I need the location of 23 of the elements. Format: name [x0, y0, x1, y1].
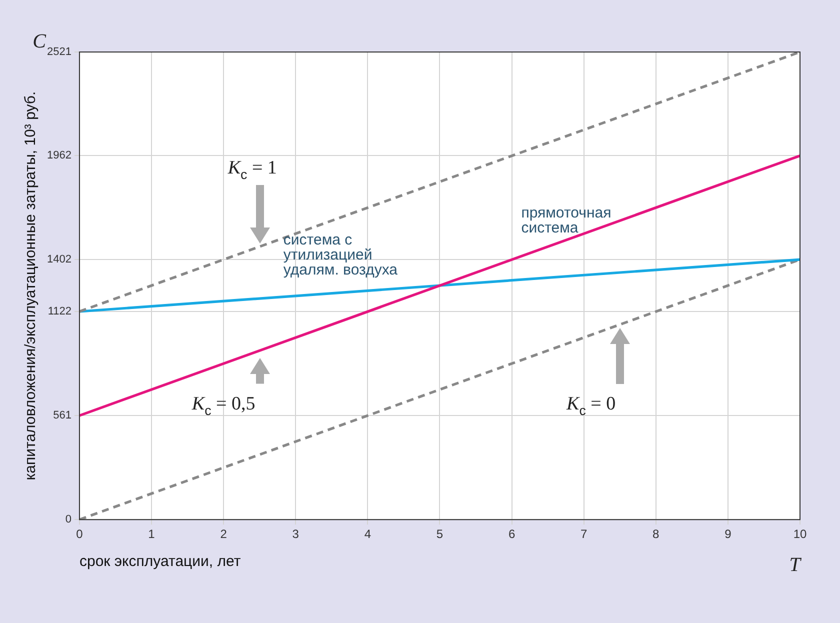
y-tick-label: 1402 [46, 254, 72, 266]
text: T [789, 554, 802, 576]
x-tick-label: 6 [508, 527, 516, 542]
text: C [32, 30, 47, 52]
x-tick-label: 7 [580, 527, 588, 542]
x-tick-label: 0 [76, 527, 84, 542]
x-tick-label: 10 [793, 527, 807, 542]
series-label: прямоточная система [521, 204, 612, 236]
x-tick-label: 4 [364, 527, 372, 542]
x-tick-label: 9 [724, 527, 732, 542]
y-axis-title: капиталовложения/эксплуатационные затраты, 10³ руб. [22, 91, 40, 480]
y-tick-label: 1962 [46, 150, 72, 162]
x-tick-label: 3 [292, 527, 300, 542]
x-tick-label: 8 [652, 527, 660, 542]
y-tick-label: 0 [65, 514, 72, 526]
x-tick-label: 1 [148, 527, 156, 542]
x-tick-label: 5 [436, 527, 444, 542]
y-tick-label: 2521 [46, 46, 72, 58]
series-label: система с утилизацией удалям. воздуха [283, 231, 398, 278]
x-tick-label: 2 [220, 527, 228, 542]
x-axis-title: срок эксплуатации, лет [79, 553, 241, 570]
y-tick-label: 1122 [48, 306, 72, 318]
y-tick-label: 561 [53, 410, 72, 422]
